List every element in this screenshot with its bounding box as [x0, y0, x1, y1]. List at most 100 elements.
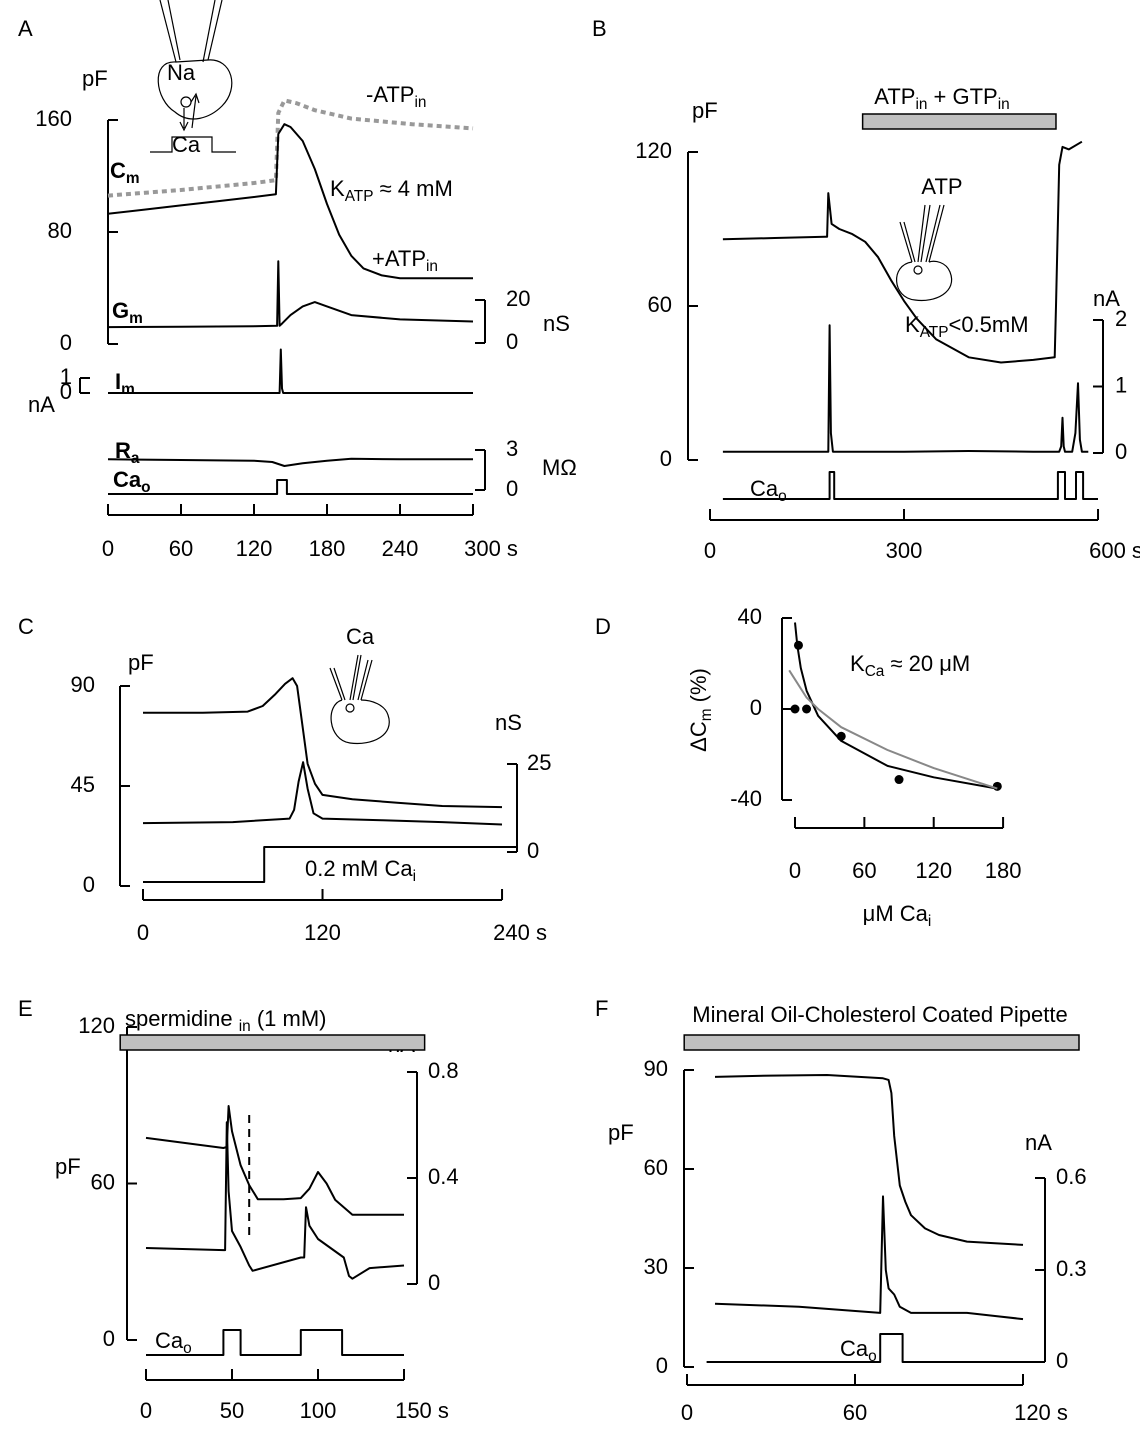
panel-label: E: [18, 996, 33, 1021]
condition-label-part: spermidine: [125, 1006, 239, 1031]
y-tick-label: 40: [738, 604, 762, 629]
y-tick-label: 20: [506, 286, 530, 311]
trace-label-part: Ca: [840, 1336, 869, 1361]
trace: [143, 677, 503, 809]
condition-bar: [683, 1034, 1080, 1051]
condition-label: ATPin + GTPin: [874, 84, 1009, 113]
trace: [722, 140, 1083, 364]
condition-label: spermidine in (1 mM): [125, 1006, 326, 1035]
y-tick-label: 160: [35, 106, 72, 131]
x-tick-label: 120: [304, 920, 341, 945]
inset-label: Na: [167, 60, 196, 85]
x-axis-title-part: μM Ca: [863, 901, 929, 926]
annotation-part: K: [850, 651, 865, 676]
trace: [706, 1333, 1037, 1363]
trace: [108, 479, 473, 495]
axis-unit: nA: [1025, 1130, 1052, 1155]
y-tick-label: 0: [83, 872, 95, 897]
trace: [146, 1329, 404, 1356]
x-tick-label: 50: [220, 1398, 244, 1423]
x-tick-label: 120: [236, 536, 273, 561]
condition-label: Mineral Oil-Cholesterol Coated Pipette: [692, 1002, 1067, 1027]
trace: [143, 846, 517, 883]
trace: [794, 622, 998, 790]
trace-label-sub: m: [129, 310, 143, 327]
trace-label: Cm: [110, 158, 140, 187]
data-point: [790, 704, 800, 714]
y-tick-label: 120: [635, 138, 672, 163]
x-tick-label: 300: [886, 538, 923, 563]
trace: [107, 457, 473, 467]
x-tick-label: 120: [915, 858, 952, 883]
axis-unit: pF: [55, 1154, 81, 1179]
y-tick-label: 0: [428, 1270, 440, 1295]
x-tick-label: 60: [169, 536, 193, 561]
y-tick-label: 0: [660, 446, 672, 471]
annotation: KATP<0.5mM: [905, 312, 1029, 341]
annotation-part: K: [330, 176, 345, 201]
x-tick-label: 120 s: [1014, 1400, 1068, 1425]
trace-label-sub: a: [131, 450, 140, 467]
y-tick-label: 60: [91, 1169, 115, 1194]
trace-label-part: G: [112, 298, 129, 323]
annotation: KATP ≈ 4 mM: [330, 176, 453, 205]
data-point: [992, 781, 1002, 791]
annotation-part: ≈ 4 mM: [373, 176, 452, 201]
trace-label-sub: o: [141, 479, 150, 496]
trace-label: Cao: [113, 467, 151, 496]
y-tick-label: 2: [1115, 306, 1127, 331]
condition-label-part: ATP: [874, 84, 915, 109]
trace-label-part: C: [110, 158, 126, 183]
condition-label-sub: in: [915, 96, 927, 113]
trace: [145, 1105, 404, 1216]
inset-a: [150, 0, 236, 153]
annotation-sub: i: [413, 868, 416, 885]
y-tick-label: 25: [527, 750, 551, 775]
trace: [142, 761, 503, 826]
annotation-sub: in: [426, 258, 438, 275]
axis-unit: nS: [543, 311, 570, 336]
y-tick-label: 0.3: [1056, 1256, 1087, 1281]
annotation-part: ≈ 20 μM: [884, 651, 970, 676]
annotation-part: K: [905, 312, 920, 337]
trace-label-sub: m: [121, 381, 135, 398]
x-tick-label: 100: [300, 1398, 337, 1423]
x-axis-title-sub: i: [928, 913, 931, 930]
y-tick-label: 0: [527, 838, 539, 863]
y-axis-title-sub: m: [698, 708, 715, 721]
axis-unit: nS: [495, 710, 522, 735]
axis-unit: nA: [1093, 286, 1120, 311]
data-point: [802, 704, 812, 714]
x-tick-label: 0: [102, 536, 114, 561]
annotation: KCa ≈ 20 μM: [850, 651, 970, 680]
annotation: 0.2 mM Cai: [305, 856, 416, 885]
x-tick-label: 240: [382, 536, 419, 561]
y-tick-label: 90: [644, 1056, 668, 1081]
x-tick-label: 0: [681, 1400, 693, 1425]
axis-unit: pF: [82, 66, 108, 91]
annotation-part: +ATP: [372, 246, 426, 271]
x-tick-label: 0: [140, 1398, 152, 1423]
trace-label-part: -ATP: [366, 82, 414, 107]
y-tick-label: 1: [1115, 372, 1127, 397]
trace: [722, 324, 1089, 453]
condition-label-sub: in: [998, 96, 1010, 113]
annotation-sub: Ca: [865, 663, 885, 680]
trace-label: Gm: [112, 298, 143, 327]
panel-label: F: [595, 996, 608, 1021]
trace: [788, 669, 998, 790]
trace-label-part: Ca: [113, 467, 142, 492]
trace-label-sub: o: [183, 1340, 192, 1357]
y-tick-label: -40: [730, 786, 762, 811]
trace-label: -ATPin: [366, 82, 426, 111]
y-tick-label: 0: [1115, 439, 1127, 464]
inset-b: [896, 204, 953, 302]
y-tick-label: 0: [1056, 1348, 1068, 1373]
y-axis-title: ΔCm (%): [686, 668, 715, 752]
y-tick-label: 0: [60, 330, 72, 355]
annotation-part: 0.2 mM Ca: [305, 856, 413, 881]
panel-label: B: [592, 16, 607, 41]
trace-label-sub: m: [126, 170, 140, 187]
panel-label: D: [595, 614, 611, 639]
